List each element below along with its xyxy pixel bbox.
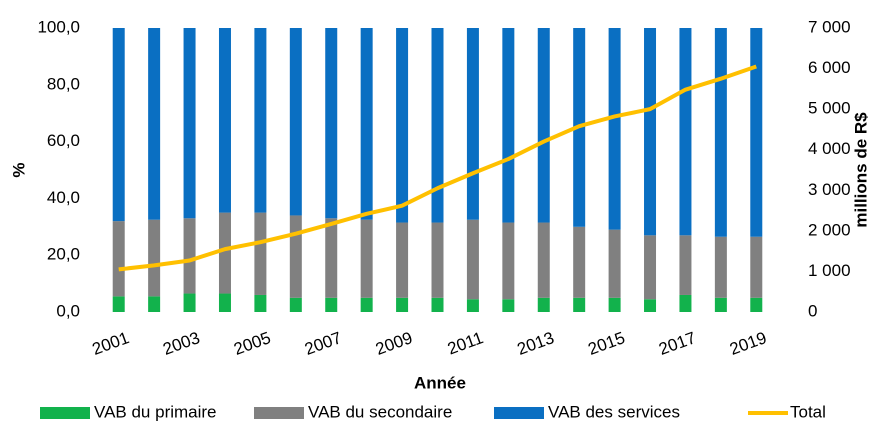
bar-segment [218, 293, 231, 312]
bar-segment [608, 28, 621, 230]
bar-segment [325, 218, 338, 298]
bar-segment [537, 28, 550, 223]
bar-segment [573, 297, 586, 312]
legend-label: VAB des services [548, 402, 680, 421]
x-tick-label: 2009 [373, 328, 415, 359]
y2-tick-label: 1 000 [808, 261, 851, 280]
bar-segment [183, 218, 196, 294]
bar-segment [183, 293, 196, 312]
bar-segment [466, 299, 479, 312]
y2-tick-label: 2 000 [808, 220, 851, 239]
bar-segment [679, 235, 692, 295]
y2-axis-label: millions de R$ [851, 112, 870, 228]
bar-segment [750, 236, 763, 298]
bar-segment [254, 294, 267, 312]
bar-segment [750, 297, 763, 312]
bar-segment [112, 296, 125, 312]
x-tick-label: 2017 [656, 328, 698, 359]
bar-segment [714, 297, 727, 312]
bar-segment [573, 226, 586, 298]
legend-label: VAB du primaire [94, 402, 217, 421]
legend-swatch [254, 407, 304, 419]
bar-segment [325, 28, 338, 219]
legend-swatch [40, 407, 90, 419]
bar-segment [148, 219, 161, 297]
y-tick-label: 40,0 [47, 188, 80, 207]
bar-segment [325, 297, 338, 312]
bar-segment [537, 297, 550, 312]
legend-label: VAB du secondaire [308, 402, 452, 421]
y-tick-label: 100,0 [37, 17, 80, 36]
bar-segment [360, 297, 373, 312]
bar-segment [148, 296, 161, 312]
bar-segment [644, 28, 657, 236]
bar-segment [431, 297, 444, 312]
bar-segment [502, 222, 515, 300]
y2-tick-label: 3 000 [808, 180, 851, 199]
bar-segment [218, 28, 231, 213]
bar-segment [466, 219, 479, 300]
bar-segment [183, 28, 196, 219]
bar-segment [112, 221, 125, 297]
bar-segment [148, 28, 161, 220]
y2-tick-label: 7 000 [808, 17, 851, 36]
x-tick-label: 2007 [302, 328, 344, 359]
bar-segment [289, 28, 302, 216]
bar-segment [289, 297, 302, 312]
legend-label: Total [790, 402, 826, 421]
x-tick-label: 2019 [727, 328, 769, 359]
bar-segment [679, 28, 692, 236]
y-tick-label: 0,0 [56, 301, 80, 320]
x-tick-label: 2003 [160, 328, 202, 359]
x-axis-label: Année [414, 373, 466, 392]
legend-swatch [494, 407, 544, 419]
bar-segment [608, 229, 621, 298]
x-tick-label: 2013 [515, 328, 557, 359]
bar-segment [360, 219, 373, 298]
bar-segment [466, 28, 479, 220]
bar-segment [396, 28, 409, 223]
y-tick-label: 80,0 [47, 74, 80, 93]
x-tick-label: 2005 [231, 328, 273, 359]
bar-segment [396, 297, 409, 312]
y2-tick-label: 0 [808, 301, 817, 320]
y-tick-label: 60,0 [47, 131, 80, 150]
bar-segment [360, 28, 373, 220]
bar-segment [502, 299, 515, 312]
bar-segment [750, 28, 763, 237]
y2-tick-label: 5 000 [808, 99, 851, 118]
bar-segment [218, 212, 231, 294]
y-axis-label: % [9, 162, 28, 177]
bar-segment [537, 222, 550, 298]
bar-segment [254, 28, 267, 213]
bar-segment [644, 299, 657, 312]
bar-segment [396, 222, 409, 298]
bar-segment [112, 28, 125, 222]
bar-segment [431, 28, 444, 223]
bar-segment [289, 215, 302, 298]
x-tick-label: 2015 [585, 328, 627, 359]
bar-segment [714, 236, 727, 298]
bar-segment [502, 28, 515, 223]
bar-segment [644, 235, 657, 300]
bar-segment [714, 28, 727, 237]
bar-segment [608, 297, 621, 312]
x-tick-label: 2001 [90, 328, 132, 359]
y2-tick-label: 6 000 [808, 58, 851, 77]
y2-tick-label: 4 000 [808, 139, 851, 158]
bar-segment [431, 222, 444, 298]
total-line [118, 64, 757, 272]
y-tick-label: 20,0 [47, 245, 80, 264]
x-tick-label: 2011 [445, 328, 486, 358]
bar-segment [679, 294, 692, 312]
bar-segment [254, 212, 267, 295]
